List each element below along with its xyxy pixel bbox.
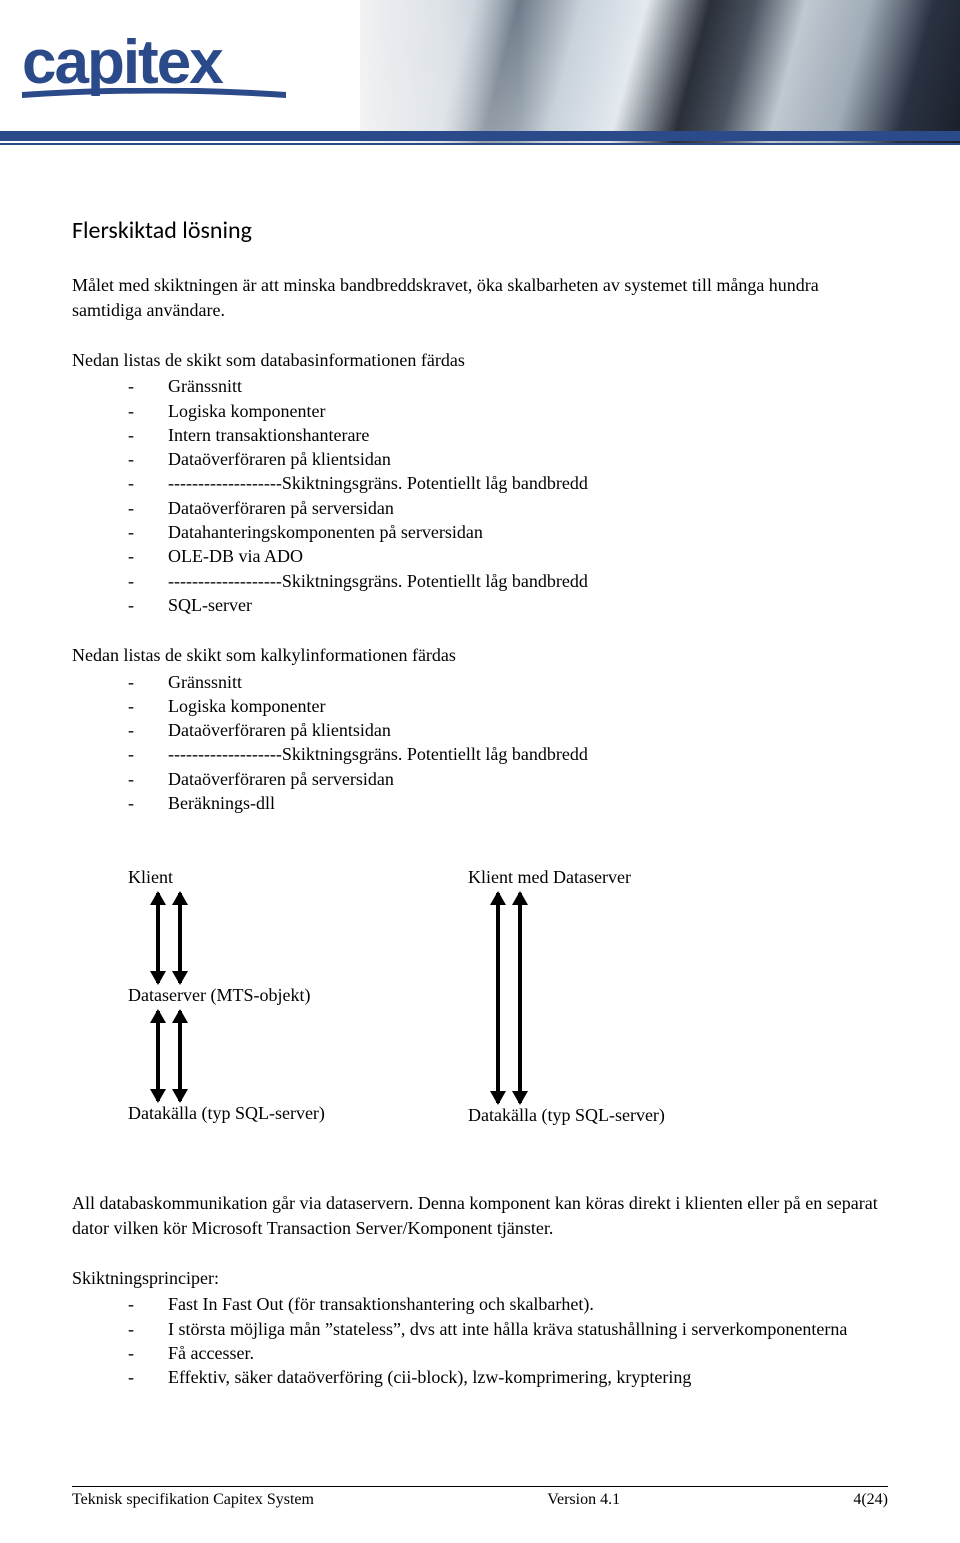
list-item-text: Logiska komponenter [168, 694, 888, 718]
list-item: --------------------Skiktningsgräns. Pot… [128, 569, 888, 593]
list-bullet: - [128, 593, 168, 617]
list-item-text: -------------------Skiktningsgräns. Pote… [168, 569, 888, 593]
list-bullet: - [128, 1365, 168, 1389]
diagram-left-bottom: Datakälla (typ SQL-server) [128, 1101, 468, 1129]
header-rule-thin [0, 143, 960, 145]
double-arrow-icon [156, 1011, 160, 1101]
list-item: -Gränssnitt [128, 374, 888, 398]
diagram-right-bottom: Datakälla (typ SQL-server) [468, 1103, 808, 1131]
list-item-text: Effektiv, säker dataöverföring (cii-bloc… [168, 1365, 888, 1389]
list-bullet: - [128, 718, 168, 742]
list-item: -Dataöverföraren på serversidan [128, 767, 888, 791]
list-item: -SQL-server [128, 593, 888, 617]
header-rule-thick [0, 131, 960, 141]
footer-rule [72, 1486, 888, 1487]
diagram-left-mid: Dataserver (MTS-objekt) [128, 983, 468, 1011]
list-item: -Dataöverföraren på klientsidan [128, 718, 888, 742]
list-item: -Logiska komponenter [128, 694, 888, 718]
list-item: -Effektiv, säker dataöverföring (cii-blo… [128, 1365, 888, 1389]
document-page: capitex Flerskiktad lösning Målet med sk… [0, 0, 960, 1543]
list-item: -OLE-DB via ADO [128, 544, 888, 568]
list-item-text: Få accesser. [168, 1341, 888, 1365]
double-arrow-icon [496, 893, 500, 1103]
list3-intro: Skiktningsprinciper: [72, 1266, 888, 1290]
list-item-text: Dataöverföraren på klientsidan [168, 718, 888, 742]
logo: capitex [22, 32, 286, 102]
list-item-text: I största möjliga mån ”stateless”, dvs a… [168, 1317, 888, 1341]
page-footer: Teknisk specifikation Capitex System Ver… [72, 1486, 888, 1509]
diagram-left-top: Klient [128, 865, 468, 893]
architecture-diagram: Klient Dataserver (MTS-objekt) Datakälla… [128, 865, 888, 1131]
double-arrow-icon [156, 893, 160, 983]
list-item: -Dataöverföraren på klientsidan [128, 447, 888, 471]
list-bullet: - [128, 742, 168, 766]
list-item-text: Logiska komponenter [168, 399, 888, 423]
list-item: -Beräknings-dll [128, 791, 888, 815]
diagram-arrows-left-1 [128, 893, 468, 983]
intro-paragraph: Målet med skiktningen är att minska band… [72, 273, 888, 322]
list-bullet: - [128, 1292, 168, 1316]
list-item: -Gränssnitt [128, 670, 888, 694]
double-arrow-icon [518, 893, 522, 1103]
list-item-text: Beräknings-dll [168, 791, 888, 815]
list-bullet: - [128, 1317, 168, 1341]
list-item-text: Gränssnitt [168, 670, 888, 694]
list-item: -Få accesser. [128, 1341, 888, 1365]
list-item-text: Fast In Fast Out (för transaktionshanter… [168, 1292, 888, 1316]
list-bullet: - [128, 1341, 168, 1365]
header-banner: capitex [0, 0, 960, 145]
logo-text: capitex [22, 28, 222, 97]
footer-left: Teknisk specifikation Capitex System [72, 1491, 314, 1509]
list-item-text: Dataöverföraren på klientsidan [168, 447, 888, 471]
list-bullet: - [128, 520, 168, 544]
list-item-text: Dataöverföraren på serversidan [168, 767, 888, 791]
list-bullet: - [128, 399, 168, 423]
list-item: -Logiska komponenter [128, 399, 888, 423]
list-bullet: - [128, 496, 168, 520]
list-item-text: Datahanteringskomponenten på serversidan [168, 520, 888, 544]
list-item-text: Gränssnitt [168, 374, 888, 398]
section-heading: Flerskiktad lösning [72, 215, 888, 247]
list-bullet: - [128, 423, 168, 447]
list-item: -Datahanteringskomponenten på serversida… [128, 520, 888, 544]
double-arrow-icon [178, 1011, 182, 1101]
list-bullet: - [128, 791, 168, 815]
list-item: -Intern transaktionshanterare [128, 423, 888, 447]
list-item: --------------------Skiktningsgräns. Pot… [128, 742, 888, 766]
list2-intro: Nedan listas de skikt som kalkylinformat… [72, 643, 888, 667]
list-bullet: - [128, 471, 168, 495]
list3: -Fast In Fast Out (för transaktionshante… [72, 1292, 888, 1389]
list-item-text: -------------------Skiktningsgräns. Pote… [168, 471, 888, 495]
list-bullet: - [128, 670, 168, 694]
list-bullet: - [128, 767, 168, 791]
diagram-right-top: Klient med Dataserver [468, 865, 808, 893]
footer-center: Version 4.1 [547, 1491, 620, 1509]
list-item-text: SQL-server [168, 593, 888, 617]
list-bullet: - [128, 374, 168, 398]
list-item-text: OLE-DB via ADO [168, 544, 888, 568]
double-arrow-icon [178, 893, 182, 983]
list1: -Gränssnitt-Logiska komponenter-Intern t… [72, 374, 888, 617]
list-item: -Fast In Fast Out (för transaktionshante… [128, 1292, 888, 1316]
list-item: -Dataöverföraren på serversidan [128, 496, 888, 520]
page-content: Flerskiktad lösning Målet med skiktninge… [0, 145, 960, 1389]
list-bullet: - [128, 447, 168, 471]
list-item: --------------------Skiktningsgräns. Pot… [128, 471, 888, 495]
list-bullet: - [128, 694, 168, 718]
list-item-text: -------------------Skiktningsgräns. Pote… [168, 742, 888, 766]
list-bullet: - [128, 569, 168, 593]
list-item: -I största möjliga mån ”stateless”, dvs … [128, 1317, 888, 1341]
list-item-text: Intern transaktionshanterare [168, 423, 888, 447]
list-bullet: - [128, 544, 168, 568]
footer-right: 4(24) [853, 1491, 888, 1509]
diagram-arrows-right [468, 893, 808, 1103]
diagram-arrows-left-2 [128, 1011, 468, 1101]
para2: All databaskommunikation går via dataser… [72, 1191, 888, 1240]
list2: -Gränssnitt-Logiska komponenter-Dataöver… [72, 670, 888, 816]
list1-intro: Nedan listas de skikt som databasinforma… [72, 348, 888, 372]
list-item-text: Dataöverföraren på serversidan [168, 496, 888, 520]
